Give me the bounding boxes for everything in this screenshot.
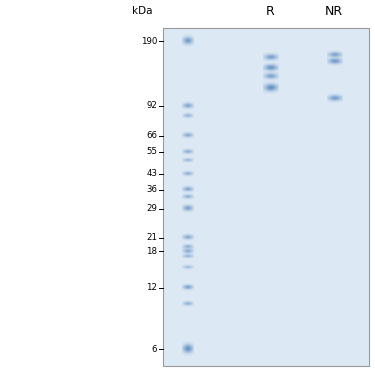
Text: 43: 43 [146, 169, 157, 178]
Text: 36: 36 [146, 185, 157, 194]
Text: 12: 12 [146, 283, 157, 292]
Text: 66: 66 [146, 131, 157, 140]
Text: R: R [266, 5, 275, 18]
Bar [163, 28, 369, 366]
Text: kDa: kDa [132, 6, 153, 16]
Text: 18: 18 [146, 247, 157, 256]
Text: 6: 6 [152, 345, 157, 354]
Text: 55: 55 [146, 147, 157, 156]
Text: 190: 190 [141, 37, 157, 46]
Text: 21: 21 [146, 233, 157, 242]
Text: 29: 29 [146, 204, 157, 213]
Text: 92: 92 [146, 101, 157, 110]
Text: NR: NR [325, 5, 344, 18]
